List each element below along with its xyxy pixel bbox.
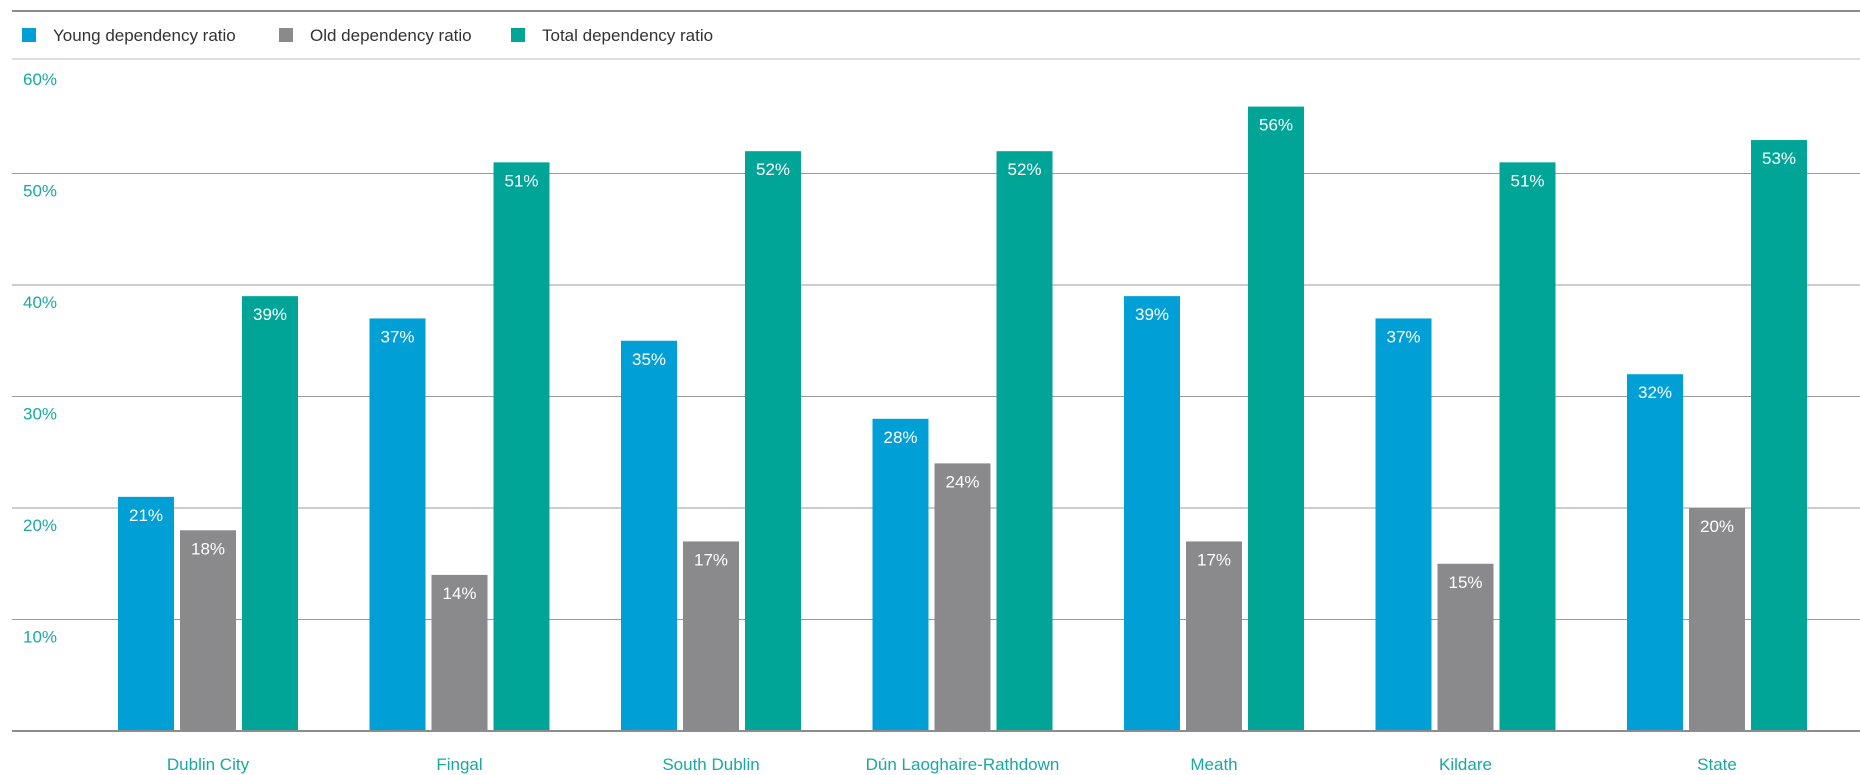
bar-old-dependency-ratio-meath (1186, 541, 1242, 731)
y-tick-label: 40% (23, 293, 57, 312)
bar-value-label: 21% (129, 506, 163, 525)
bar-value-label: 17% (694, 550, 728, 569)
bar-value-label: 52% (756, 160, 790, 179)
category-label-fingal: Fingal (436, 755, 482, 774)
bar-value-label: 32% (1638, 383, 1672, 402)
legend-swatch-total-dependency-ratio (511, 28, 525, 42)
bar-old-dependency-ratio-south-dublin (683, 541, 739, 731)
category-label-south-dublin: South Dublin (662, 755, 759, 774)
bar-young-dependency-ratio-south-dublin (621, 341, 677, 731)
y-tick-label: 20% (23, 516, 57, 535)
bar-total-dependency-ratio-south-dublin (745, 151, 801, 731)
legend-label-total-dependency-ratio: Total dependency ratio (542, 26, 713, 45)
bar-young-dependency-ratio-dun-laoghaire-rathdown (873, 419, 929, 731)
y-tick-label: 30% (23, 405, 57, 424)
bar-total-dependency-ratio-kildare (1500, 162, 1556, 731)
bar-total-dependency-ratio-meath (1248, 107, 1304, 731)
bar-value-label: 24% (945, 472, 979, 491)
bar-value-label: 28% (883, 428, 917, 447)
bars: 21% 18% 39% 37% 14% 51% 35% 17% 52% 28% 24% 52% 39% 1… (118, 107, 1807, 731)
bar-value-label: 56% (1259, 116, 1293, 135)
bar-total-dependency-ratio-dun-laoghaire-rathdown (997, 151, 1053, 731)
legend-swatch-old-dependency-ratio (279, 28, 293, 42)
bar-value-label: 37% (1386, 327, 1420, 346)
category-label-dun-laoghaire-rathdown: Dún Laoghaire-Rathdown (866, 755, 1060, 774)
bar-total-dependency-ratio-dublin-city (242, 296, 298, 731)
bar-value-label: 51% (504, 171, 538, 190)
bar-old-dependency-ratio-dublin-city (180, 530, 236, 731)
bar-young-dependency-ratio-state (1627, 374, 1683, 731)
x-axis: Dublin City Fingal South Dublin Dún Laoghai… (12, 731, 1860, 774)
category-label-meath: Meath (1190, 755, 1237, 774)
legend-label-old-dependency-ratio: Old dependency ratio (310, 26, 472, 45)
bar-value-label: 35% (632, 350, 666, 369)
y-axis: 10% 20% 30% 40% 50% 60% (23, 70, 57, 647)
bar-young-dependency-ratio-meath (1124, 296, 1180, 731)
y-tick-label: 50% (23, 182, 57, 201)
bar-old-dependency-ratio-dun-laoghaire-rathdown (935, 463, 991, 731)
category-label-state: State (1697, 755, 1737, 774)
bar-old-dependency-ratio-state (1689, 508, 1745, 731)
bar-value-label: 51% (1510, 171, 1544, 190)
bar-value-label: 20% (1700, 517, 1734, 536)
bar-value-label: 39% (253, 305, 287, 324)
legend: Young dependency ratio Old dependency rat… (22, 26, 713, 45)
bar-value-label: 18% (191, 539, 225, 558)
y-tick-label: 60% (23, 70, 57, 89)
bar-young-dependency-ratio-dublin-city (118, 497, 174, 731)
bar-value-label: 15% (1448, 573, 1482, 592)
bar-value-label: 17% (1197, 550, 1231, 569)
bar-value-label: 39% (1135, 305, 1169, 324)
y-tick-label: 10% (23, 628, 57, 647)
bar-total-dependency-ratio-fingal (494, 162, 550, 731)
bar-value-label: 37% (380, 327, 414, 346)
bar-value-label: 53% (1762, 149, 1796, 168)
bar-young-dependency-ratio-fingal (370, 318, 426, 731)
bar-young-dependency-ratio-kildare (1376, 318, 1432, 731)
bar-value-label: 14% (442, 584, 476, 603)
bar-value-label: 52% (1007, 160, 1041, 179)
category-label-dublin-city: Dublin City (167, 755, 250, 774)
legend-swatch-young-dependency-ratio (22, 28, 36, 42)
category-label-kildare: Kildare (1439, 755, 1492, 774)
legend-label-young-dependency-ratio: Young dependency ratio (53, 26, 236, 45)
bar-total-dependency-ratio-state (1751, 140, 1807, 731)
